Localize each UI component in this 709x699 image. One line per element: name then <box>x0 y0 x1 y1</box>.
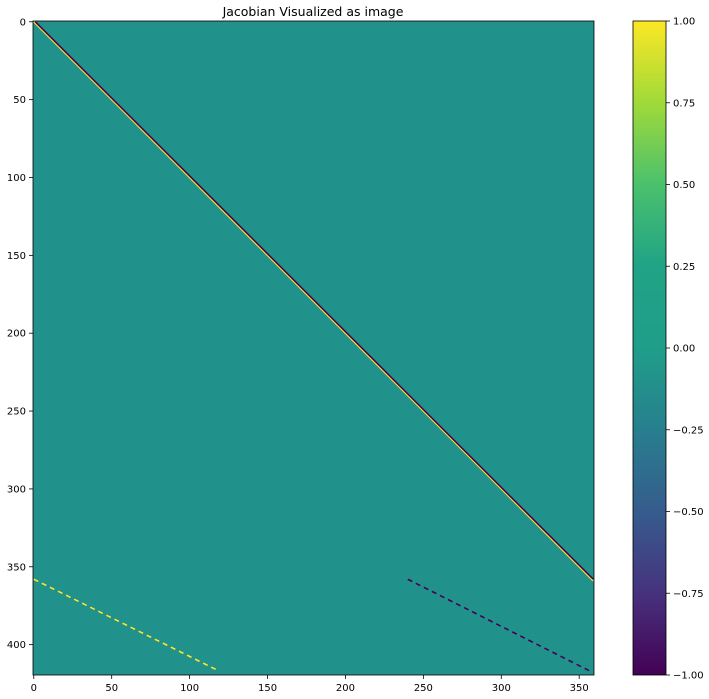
y-tick-label: 0 <box>20 17 26 28</box>
x-tick-label: 300 <box>492 683 511 694</box>
y-axis: 0 50 100 150 200 250 300 350 400 <box>7 17 33 651</box>
x-tick-label: 0 <box>31 683 37 694</box>
colorbar-tick-label: 0.50 <box>673 180 695 191</box>
y-tick-label: 350 <box>7 562 26 573</box>
colorbar-tick-label: 0.25 <box>673 262 695 273</box>
heatmap-background <box>33 21 594 675</box>
band-main-diagonal-positive <box>33 21 594 582</box>
colorbar-tick-label: −0.25 <box>673 425 704 436</box>
colorbar-ticks: −1.00 −0.75 −0.50 −0.25 0.00 0.25 0.50 0.75 1.00 <box>666 17 704 682</box>
colorbar-tick-label: 1.00 <box>673 17 695 28</box>
x-tick-label: 150 <box>258 683 277 694</box>
colorbar-tick-label: 0.75 <box>673 98 695 109</box>
y-tick-label: 250 <box>7 407 26 418</box>
y-tick-label: 300 <box>7 484 26 495</box>
colorbar-tick-label: 0.00 <box>673 344 695 355</box>
y-tick-label: 150 <box>7 251 26 262</box>
colorbar-tick-label: −0.50 <box>673 507 704 518</box>
heatmap-bands <box>33 21 594 672</box>
y-tick-label: 400 <box>7 640 26 651</box>
y-tick-label: 100 <box>7 173 26 184</box>
band-main-diagonal-negative <box>34 21 594 580</box>
colorbar-gradient <box>633 21 666 675</box>
x-tick-label: 100 <box>180 683 199 694</box>
colorbar-tick-label: −0.75 <box>673 589 704 600</box>
chart-title: Jacobian Visualized as image <box>222 4 404 19</box>
plot-frame <box>32 20 595 676</box>
x-tick-label: 350 <box>570 683 589 694</box>
band-lower-left-positive <box>33 578 217 671</box>
y-tick-label: 200 <box>7 329 26 340</box>
x-tick-label: 50 <box>105 683 118 694</box>
x-tick-label: 250 <box>414 683 433 694</box>
band-lower-right-negative <box>407 578 591 672</box>
colorbar: −1.00 −0.75 −0.50 −0.25 0.00 0.25 0.50 0.75 1.00 <box>632 17 704 682</box>
x-tick-label: 200 <box>336 683 355 694</box>
colorbar-tick-label: −1.00 <box>673 671 704 682</box>
x-axis: 0 50 100 150 200 250 300 350 <box>31 675 589 694</box>
plot-area <box>32 20 595 676</box>
y-tick-label: 50 <box>13 95 26 106</box>
